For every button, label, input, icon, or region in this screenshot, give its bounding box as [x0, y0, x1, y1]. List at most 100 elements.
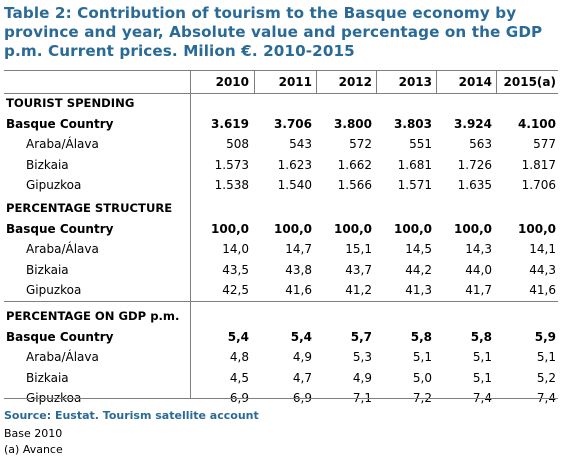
header-divider [190, 71, 191, 93]
table-row: Basque Country 100,0 100,0 100,0 100,0 100,0 1… [4, 219, 558, 240]
column-header: 2012 [338, 75, 372, 89]
table-cell: 5,8 [470, 329, 492, 344]
source-note: Source: Eustat. Tourism satellite accoun… [4, 409, 259, 422]
table-section: PERCENTAGE ON GDP p.m. Basque Country 5,4 5… [4, 301, 558, 409]
table-cell: 1.573 [214, 157, 249, 172]
table-cell: 44,2 [405, 262, 432, 277]
table-cell: 5,4 [227, 329, 249, 344]
table-cell: 41,3 [405, 283, 432, 297]
table-cell: 14,5 [405, 242, 432, 256]
table-cell: 14,7 [285, 242, 312, 256]
table-cell: 100,0 [518, 221, 556, 236]
table-cell: 100,0 [211, 221, 249, 236]
table-cell: 43,8 [285, 262, 312, 277]
row-label: Araba/Álava [26, 350, 99, 364]
table-cell: 5,8 [410, 329, 432, 344]
row-label: Basque Country [6, 329, 114, 344]
table-cell: 577 [533, 137, 556, 151]
table-cell: 5,4 [290, 329, 312, 344]
column-header: 2011 [278, 75, 312, 89]
table-cell: 4,9 [292, 350, 312, 364]
table-cell: 1.571 [397, 178, 432, 192]
table-cell: 3.924 [454, 116, 492, 131]
table-cell: 41,6 [529, 283, 556, 297]
table-cell: 543 [289, 137, 312, 151]
table-cell: 100,0 [394, 221, 432, 236]
table-cell: 5,1 [472, 350, 492, 364]
table-cell: 1.540 [277, 178, 312, 192]
row-label: Bizkaia [26, 262, 69, 277]
section-title: PERCENTAGE ON GDP p.m. [6, 309, 180, 323]
section-title: TOURIST SPENDING [6, 96, 135, 110]
row-label: Gipuzkoa [26, 283, 82, 297]
table-cell: 43,7 [345, 262, 372, 277]
table-row: Araba/Álava 4,8 4,9 5,3 5,1 5,1 5,1 [4, 347, 558, 368]
table-cell: 4.100 [518, 116, 556, 131]
column-header: 2014 [458, 75, 492, 89]
table-cell: 5,2 [536, 370, 556, 385]
table-cell: 572 [349, 137, 372, 151]
table-cell: 14,3 [465, 242, 492, 256]
table-cell: 508 [226, 137, 249, 151]
table-row: Araba/Álava 508 543 572 551 563 577 [4, 134, 558, 155]
table-cell: 1.635 [457, 178, 492, 192]
header-divider [496, 71, 497, 93]
table-cell: 43,5 [222, 262, 249, 277]
table-cell: 5,1 [412, 350, 432, 364]
table-cell: 1.538 [214, 178, 249, 192]
table-cell: 100,0 [454, 221, 492, 236]
table-cell: 41,2 [345, 283, 372, 297]
table-cell: 44,0 [465, 262, 492, 277]
column-divider [190, 92, 191, 398]
header-divider [254, 71, 255, 93]
header-divider [436, 71, 437, 93]
row-label: Araba/Álava [26, 242, 99, 256]
table-cell: 4,5 [229, 370, 249, 385]
row-label: Araba/Álava [26, 137, 99, 151]
table-cell: 4,9 [352, 370, 372, 385]
table-cell: 5,1 [536, 350, 556, 364]
table-cell: 5,7 [350, 329, 372, 344]
column-header: 2010 [215, 75, 249, 89]
table-cell: 1.623 [277, 157, 312, 172]
header-divider [376, 71, 377, 93]
table-row: Bizkaia 4,5 4,7 4,9 5,0 5,1 5,2 [4, 368, 558, 389]
table-header: 2010 2011 2012 2013 2014 2015(a) [4, 70, 558, 94]
table-cell: 41,6 [285, 283, 312, 297]
table-row: Basque Country 5,4 5,4 5,7 5,8 5,8 5,9 [4, 327, 558, 348]
table-cell: 1.726 [457, 157, 492, 172]
table-section: PERCENTAGE STRUCTURE Basque Country 100,0 1… [4, 198, 558, 301]
table-cell: 563 [469, 137, 492, 151]
base-note: Base 2010 [4, 427, 63, 440]
table-title: Table 2: Contribution of tourism to the … [4, 4, 543, 60]
table-cell: 1.662 [337, 157, 372, 172]
table-row: Basque Country 3.619 3.706 3.800 3.803 3.924 4… [4, 114, 558, 135]
table-section: TOURIST SPENDING Basque Country 3.619 3.706… [4, 93, 558, 196]
footnote: (a) Avance [4, 443, 63, 456]
table-cell: 1.566 [337, 178, 372, 192]
table-cell: 15,1 [345, 242, 372, 256]
row-label: Bizkaia [26, 370, 69, 385]
table-row: Gipuzkoa 42,5 41,6 41,2 41,3 41,7 41,6 [4, 280, 558, 301]
table-cell: 3.800 [334, 116, 372, 131]
row-label: Bizkaia [26, 157, 69, 172]
table-cell: 42,5 [222, 283, 249, 297]
table-cell: 3.803 [394, 116, 432, 131]
table-cell: 5,3 [352, 350, 372, 364]
row-label: Basque Country [6, 116, 114, 131]
table-row: Gipuzkoa 1.538 1.540 1.566 1.571 1.635 1.706 [4, 175, 558, 196]
table-cell: 5,1 [472, 370, 492, 385]
table-cell: 44,3 [529, 262, 556, 277]
table-cell: 3.619 [211, 116, 249, 131]
section-title-row: TOURIST SPENDING [4, 93, 558, 114]
table-row: Bizkaia 43,5 43,8 43,7 44,2 44,0 44,3 [4, 260, 558, 281]
table-row: Araba/Álava 14,0 14,7 15,1 14,5 14,3 14,1 [4, 239, 558, 260]
table-cell: 41,7 [465, 283, 492, 297]
table-cell: 3.706 [274, 116, 312, 131]
column-header: 2013 [398, 75, 432, 89]
table-row: Bizkaia 1.573 1.623 1.662 1.681 1.726 1.817 [4, 155, 558, 176]
header-divider [316, 71, 317, 93]
section-title-row: PERCENTAGE ON GDP p.m. [4, 306, 558, 327]
row-label: Basque Country [6, 221, 114, 236]
table-bottom-border [4, 398, 558, 399]
